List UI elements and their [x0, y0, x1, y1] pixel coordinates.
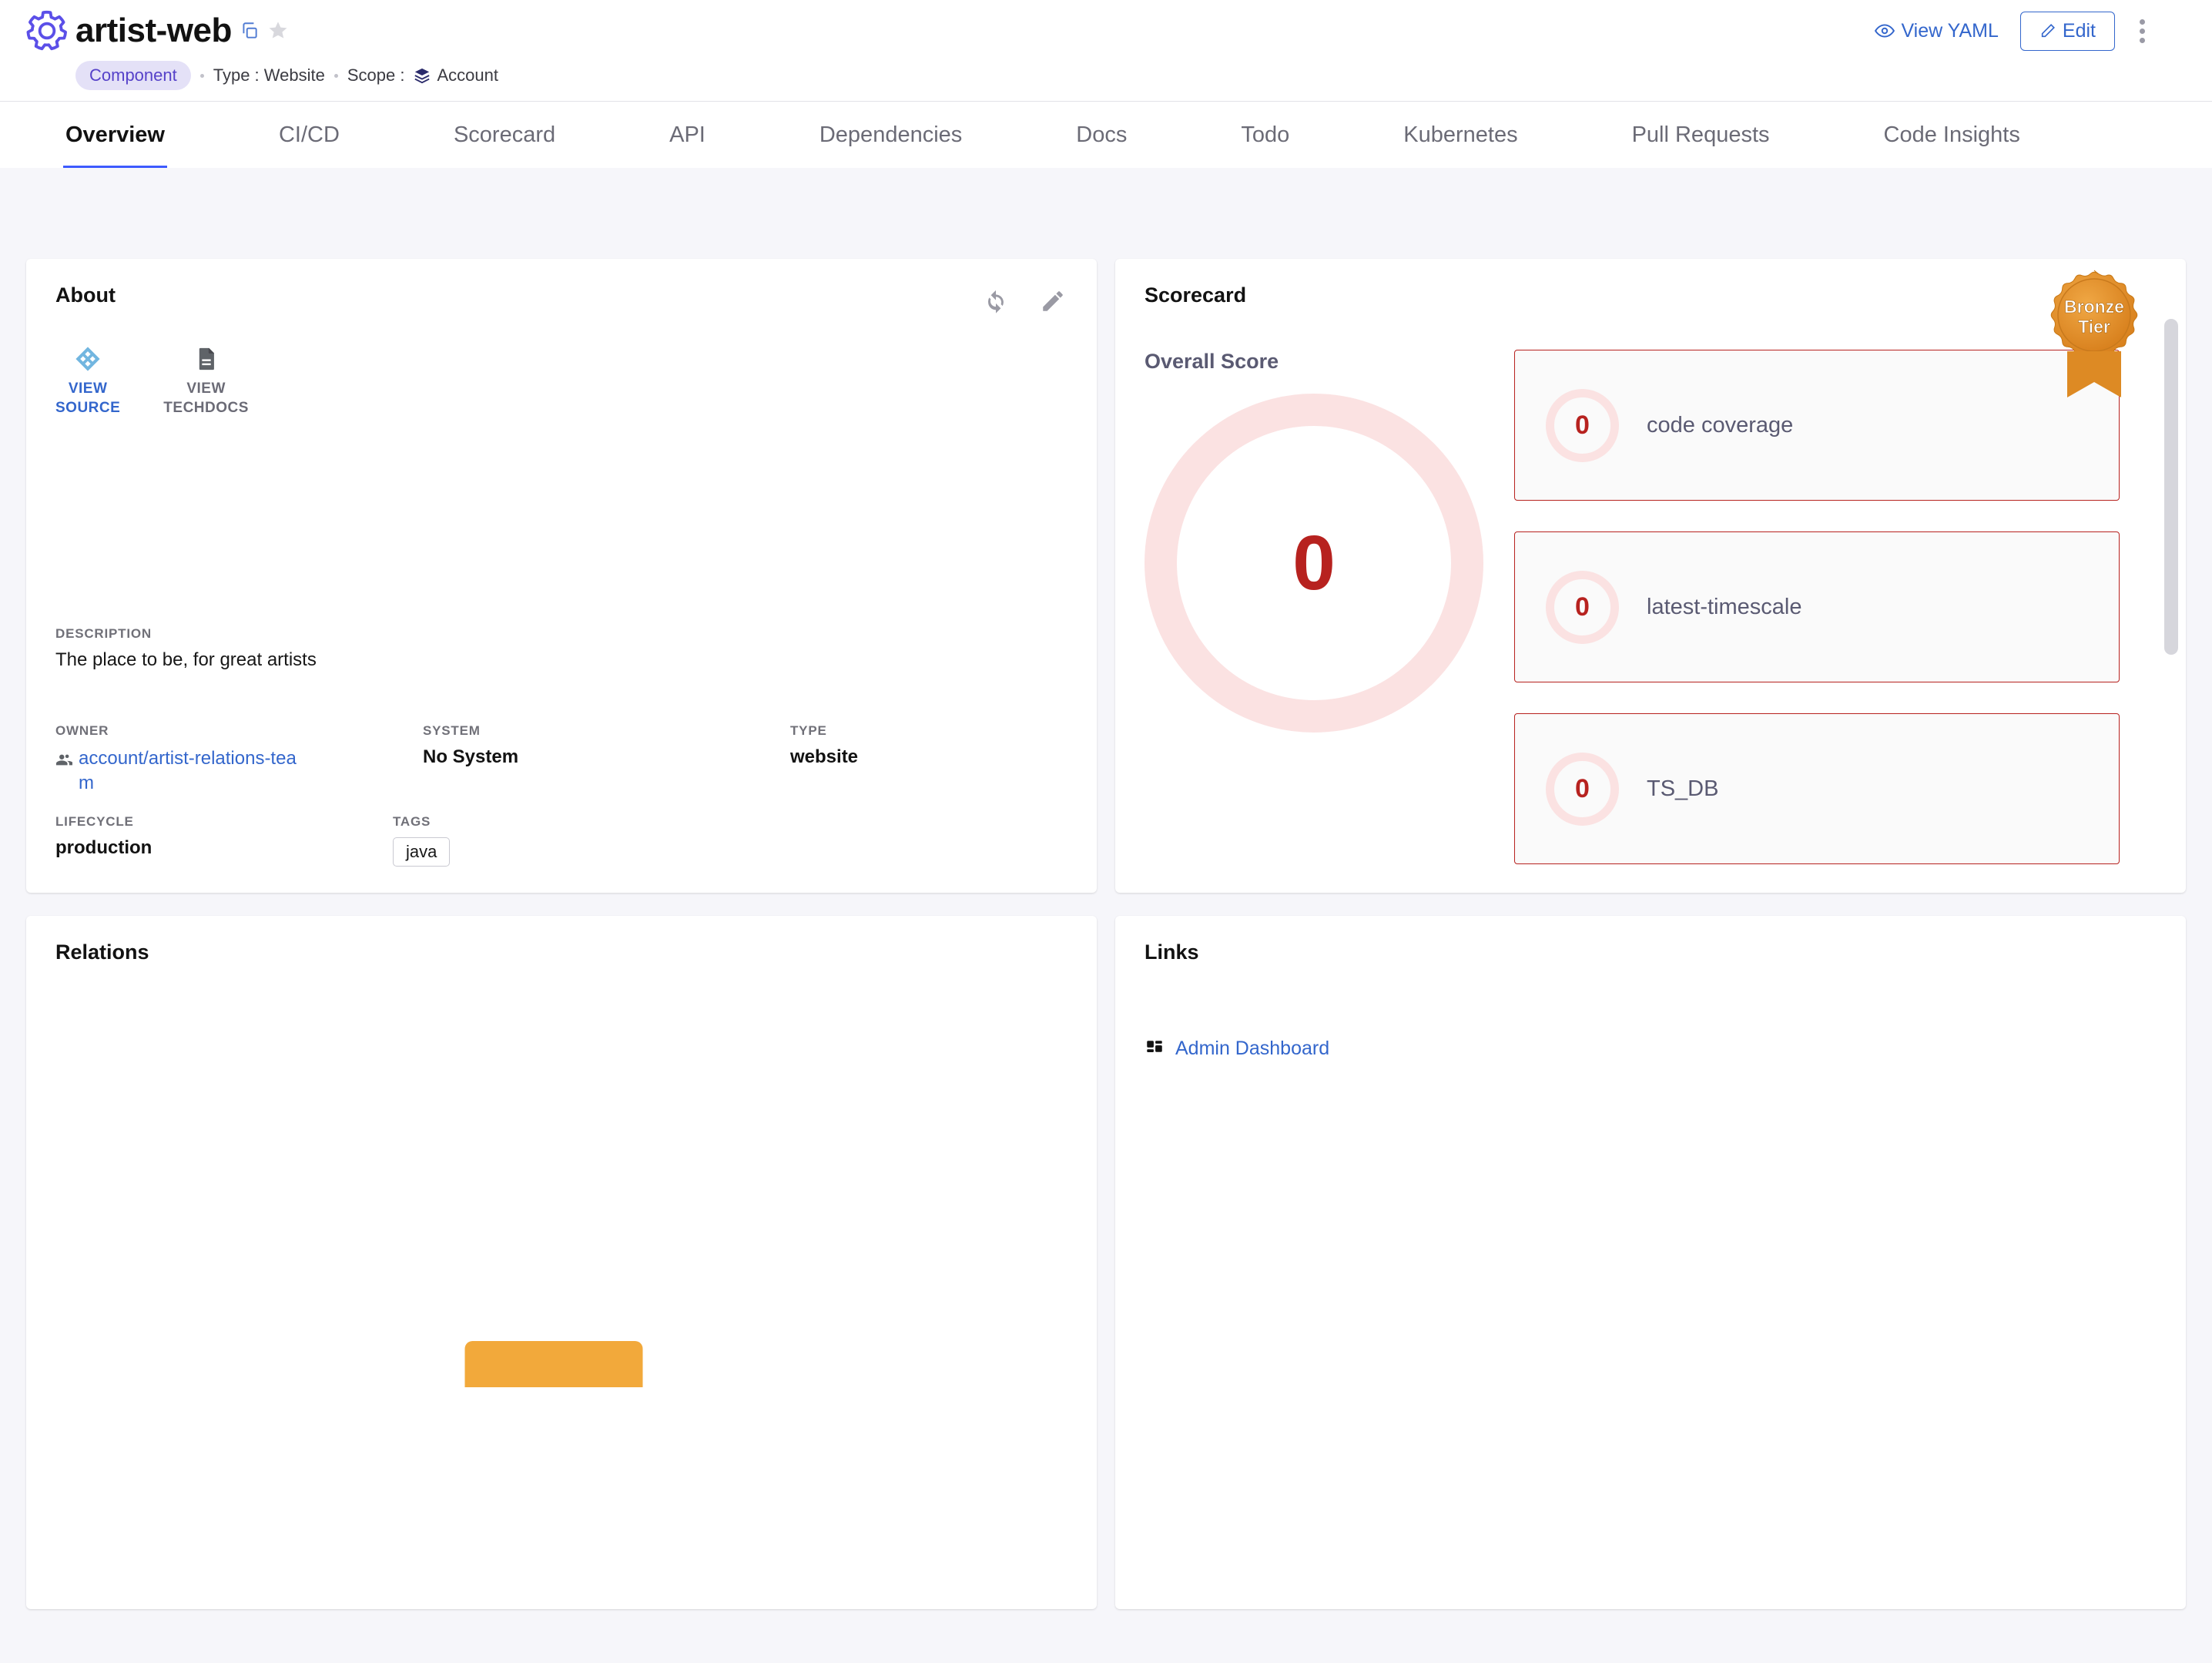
svg-text:Tier: Tier — [2078, 317, 2110, 337]
svg-text:Bronze: Bronze — [2064, 297, 2124, 317]
